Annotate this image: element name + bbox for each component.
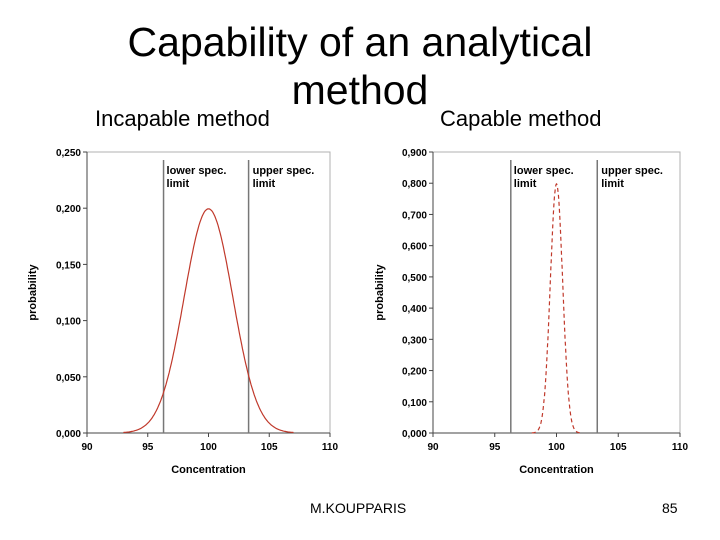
right-ytick-label: 0,300 xyxy=(402,335,427,346)
right-ytick-label: 0,500 xyxy=(402,273,427,284)
right-xtick-label: 110 xyxy=(672,442,689,453)
left-plot-frame xyxy=(86,151,331,434)
right-xtick-label: 105 xyxy=(610,442,627,453)
left-upper-spec-label: upper spec. xyxy=(253,165,315,177)
author-footer: M.KOUPPARIS xyxy=(310,500,407,516)
left-lower-spec-label-limit: limit xyxy=(167,178,190,190)
left-chart-subtitle: Incapable method xyxy=(95,106,270,131)
right-xtick-label: 90 xyxy=(427,442,439,453)
right-y-axis-label: probability xyxy=(374,264,386,321)
left-upper-spec-label-limit: limit xyxy=(253,178,276,190)
left-xtick-label: 100 xyxy=(200,442,217,453)
slide-title-line2: method xyxy=(291,67,429,113)
left-xtick-label: 90 xyxy=(81,442,93,453)
left-ytick-label: 0,250 xyxy=(56,148,81,159)
left-ytick-label: 0,150 xyxy=(56,260,81,271)
left-ytick-label: 0,050 xyxy=(56,373,81,384)
right-upper-spec-label-limit: limit xyxy=(601,178,624,190)
right-lower-spec-label-limit: limit xyxy=(514,178,537,190)
left-x-axis-label: Concentration xyxy=(171,464,246,476)
right-x-axis-label: Concentration xyxy=(519,464,594,476)
right-xtick-label: 95 xyxy=(489,442,501,453)
left-ytick-label: 0,100 xyxy=(56,317,81,328)
right-lower-spec-label: lower spec. xyxy=(514,165,574,177)
slide-title-line1: Capability of an analytical xyxy=(127,19,593,65)
right-ytick-label: 0,600 xyxy=(402,242,427,253)
right-ytick-label: 0,100 xyxy=(402,398,427,409)
right-ytick-label: 0,000 xyxy=(402,429,427,440)
left-y-axis-label: probability xyxy=(27,264,39,321)
left-xtick-label: 110 xyxy=(322,442,339,453)
right-plot-frame xyxy=(432,151,681,434)
right-xtick-label: 100 xyxy=(548,442,565,453)
left-ytick-label: 0,000 xyxy=(56,429,81,440)
right-upper-spec-label: upper spec. xyxy=(601,165,663,177)
left-distribution-curve xyxy=(123,208,294,434)
right-ytick-label: 0,400 xyxy=(402,304,427,315)
right-ytick-label: 0,900 xyxy=(402,148,427,159)
left-ytick-label: 0,200 xyxy=(56,204,81,215)
right-ytick-label: 0,200 xyxy=(402,367,427,378)
left-lower-spec-label: lower spec. xyxy=(167,165,227,177)
right-chart-subtitle: Capable method xyxy=(440,106,602,131)
right-distribution-curve xyxy=(531,183,582,434)
slide-number: 85 xyxy=(662,500,678,516)
left-xtick-label: 105 xyxy=(261,442,278,453)
right-ytick-label: 0,700 xyxy=(402,210,427,221)
right-ytick-label: 0,800 xyxy=(402,179,427,190)
left-xtick-label: 95 xyxy=(142,442,154,453)
slide-title: Capability of an analytical method xyxy=(60,18,660,114)
